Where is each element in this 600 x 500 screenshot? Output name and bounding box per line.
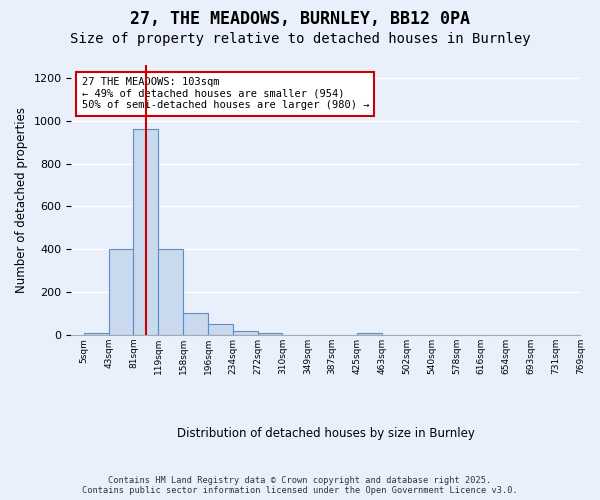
- Bar: [183, 312, 208, 335]
- Bar: [109, 250, 133, 335]
- Bar: [257, 333, 283, 335]
- Bar: [233, 331, 257, 335]
- Bar: [133, 130, 158, 335]
- X-axis label: Distribution of detached houses by size in Burnley: Distribution of detached houses by size …: [177, 427, 475, 440]
- Text: 27 THE MEADOWS: 103sqm
← 49% of detached houses are smaller (954)
50% of semi-de: 27 THE MEADOWS: 103sqm ← 49% of detached…: [82, 77, 369, 110]
- Bar: [84, 333, 109, 335]
- Text: 27, THE MEADOWS, BURNLEY, BB12 0PA: 27, THE MEADOWS, BURNLEY, BB12 0PA: [130, 10, 470, 28]
- Bar: [158, 250, 183, 335]
- Text: Contains HM Land Registry data © Crown copyright and database right 2025.
Contai: Contains HM Land Registry data © Crown c…: [82, 476, 518, 495]
- Y-axis label: Number of detached properties: Number of detached properties: [15, 107, 28, 293]
- Text: Size of property relative to detached houses in Burnley: Size of property relative to detached ho…: [70, 32, 530, 46]
- Bar: [357, 333, 382, 335]
- Bar: [208, 324, 233, 335]
